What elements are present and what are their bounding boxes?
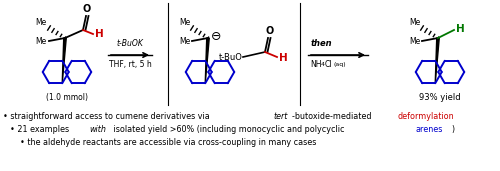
Text: Me: Me [409, 18, 420, 27]
Polygon shape [435, 38, 439, 83]
Text: 93% yield: 93% yield [419, 93, 461, 102]
Text: deformylation: deformylation [398, 112, 454, 121]
Text: ⊖: ⊖ [211, 30, 221, 43]
Text: Me: Me [179, 36, 190, 45]
Text: Me: Me [36, 18, 47, 27]
Text: • straightforward access to cumene derivatives via: • straightforward access to cumene deriv… [3, 112, 212, 121]
Text: THF, rt, 5 h: THF, rt, 5 h [108, 60, 152, 69]
Text: Cl: Cl [325, 60, 332, 69]
Text: (aq): (aq) [333, 62, 345, 67]
Text: ): ) [452, 125, 454, 134]
Text: -butoxide-mediated: -butoxide-mediated [292, 112, 374, 121]
Polygon shape [62, 38, 66, 83]
Text: Me: Me [409, 36, 420, 45]
Text: O: O [266, 26, 274, 36]
Text: H: H [279, 53, 288, 63]
Text: H: H [456, 24, 465, 34]
Text: O: O [83, 4, 91, 14]
Text: then: then [311, 39, 332, 48]
Text: with: with [90, 125, 106, 134]
Text: isolated yield >60% (including monocyclic and polycyclic: isolated yield >60% (including monocycli… [112, 125, 348, 134]
Text: NH: NH [310, 60, 322, 69]
Text: • 21 examples: • 21 examples [10, 125, 72, 134]
Text: (1.0 mmol): (1.0 mmol) [46, 93, 88, 102]
Text: arenes: arenes [416, 125, 444, 134]
Text: 4: 4 [321, 62, 325, 67]
Polygon shape [205, 38, 209, 83]
Text: • the aldehyde reactants are accessible via cross-coupling in many cases: • the aldehyde reactants are accessible … [20, 138, 316, 147]
Text: tert: tert [273, 112, 287, 121]
Text: t-BuO: t-BuO [219, 52, 243, 62]
Text: H: H [95, 29, 104, 39]
Text: Me: Me [36, 36, 47, 45]
Text: t-BuOK: t-BuOK [116, 39, 143, 48]
Text: Me: Me [179, 18, 190, 27]
